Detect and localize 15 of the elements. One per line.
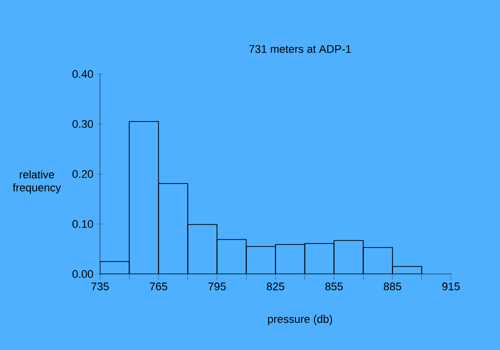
y-tick-label: 0.00 (72, 270, 94, 278)
x-axis-title: pressure (db) (268, 314, 332, 326)
y-tick-label: 0.10 (72, 220, 94, 228)
y-tick-label: 0.30 (72, 120, 94, 128)
x-tick-label: 885 (384, 282, 402, 290)
x-tick-label: 735 (91, 282, 109, 290)
y-tick-label: 0.20 (72, 170, 94, 178)
x-tick-label: 795 (208, 282, 226, 290)
x-tick-label: 855 (325, 282, 343, 290)
y-tick-label: 0.40 (72, 70, 94, 78)
x-tick-label: 825 (266, 282, 284, 290)
chart-title: 731 meters at ADP-1 (249, 45, 351, 53)
x-tick-label: 915 (442, 282, 460, 290)
y-axis-title: relative frequency (12, 170, 61, 194)
x-tick-label: 765 (150, 282, 168, 290)
